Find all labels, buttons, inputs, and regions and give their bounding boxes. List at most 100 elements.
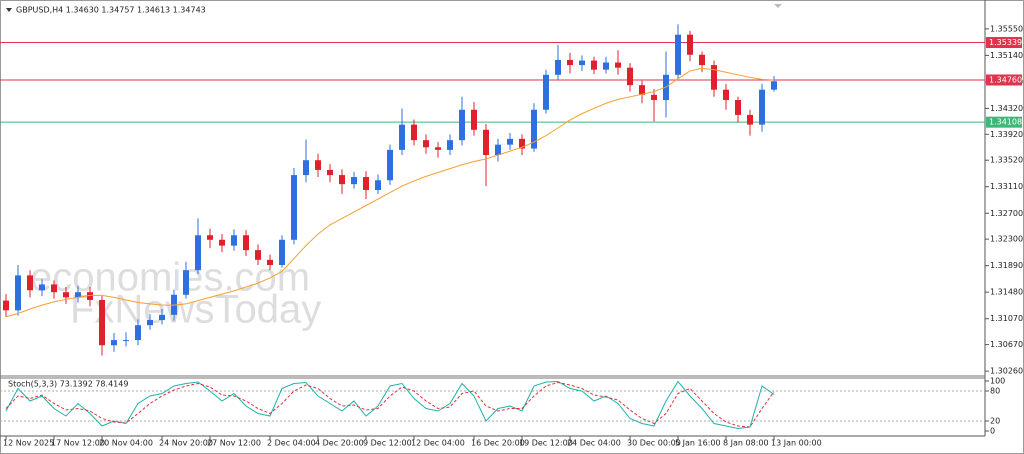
candle-body [411,124,417,141]
y-tick-label: 1.30260 [990,367,1023,376]
candle-body [135,325,141,341]
candle-body [315,160,321,170]
candle-body [159,314,165,321]
candle-body [423,140,429,148]
candle-body [627,67,633,86]
candle-body [735,100,741,115]
candle-body [459,109,465,141]
candle-body [543,74,549,110]
candle-body [27,275,33,291]
y-tick-label: 1.35550 [990,24,1023,33]
x-tick-label: 19 Dec 12:00 [519,439,573,448]
x-tick-label: 2 Dec 04:00 [267,439,316,448]
moving-average [5,67,775,318]
symbol-header: GBPUSD,H4 1.34630 1.34757 1.34613 1.3474… [16,6,206,15]
indicator-line [5,380,775,430]
shift-marker [774,4,782,8]
watermark: FxNewsToday [70,288,321,332]
candle-body [195,235,201,271]
candle-body [399,124,405,150]
y-tick-label: 1.33520 [990,156,1023,165]
x-tick-label: 20 Nov 04:00 [99,439,153,448]
x-tick-label: 30 Dec 00:00 [627,439,681,448]
candle-body [363,177,369,190]
x-tick-label: 9 Dec 12:00 [363,439,412,448]
candle-body [183,270,189,295]
candle-body [75,292,81,298]
y-tick-label: 1.32700 [990,209,1023,218]
x-tick-label: 13 Jan 00:00 [771,439,822,448]
candle-body [111,340,117,346]
x-tick-label: 27 Nov 12:00 [207,439,261,448]
x-tick-label: 8 Jan 08:00 [723,439,769,448]
candle-body [651,94,657,101]
y-tick-label: 1.32300 [990,235,1023,244]
candle-body [63,292,69,298]
candle-body [51,284,57,293]
candle-body [603,62,609,70]
indicator-tick-label: 100 [990,377,1005,386]
indicator-tick-label: 20 [990,417,1000,426]
candle-body [99,299,105,346]
level-label: 1.35339 [989,38,1022,47]
candle-body [435,147,441,150]
candle-body [267,259,273,266]
level-label-box [986,116,1022,128]
x-tick-label: 17 Nov 12:00 [51,439,105,448]
candle-body [351,177,357,185]
candle-body [591,60,597,70]
candle-body [375,180,381,190]
indicator-tick-label: 80 [990,387,1000,396]
candle-body [255,250,261,260]
candle-body [483,129,489,156]
candle-body [387,149,393,181]
level-label: 1.34760 [989,75,1022,84]
candle-body [279,239,285,266]
level-label-box [986,74,1022,86]
candle-body [747,114,753,125]
candle-body [687,34,693,55]
candle-body [327,169,333,176]
candle-body [291,175,297,240]
indicator-title: Stoch(5,3,3) 73.1392 78.4149 [8,380,128,389]
candle-body [339,175,345,185]
candle-body [447,140,453,150]
x-tick-label: 12 Dec 04:00 [411,439,465,448]
candle-body [507,138,513,145]
indicator-tick-label: 0 [990,427,995,436]
candle-body [531,109,537,149]
x-tick-label: 5 Jan 16:00 [675,439,721,448]
x-tick-label: 24 Dec 04:00 [567,439,621,448]
candle-body [231,235,237,246]
candle-body [615,62,621,68]
y-tick-label: 1.35140 [990,51,1023,60]
level-label: 1.34108 [989,118,1022,127]
candle-body [579,60,585,66]
x-tick-label: 4 Dec 20:00 [315,439,364,448]
candle-body [723,89,729,101]
candle-body [771,81,777,90]
candle-body [123,340,129,342]
candle-body [495,144,501,156]
candle-body [303,160,309,176]
candle-body [471,109,477,130]
x-tick-label: 12 Nov 2025 [3,439,54,448]
y-tick-label: 1.33920 [990,130,1023,139]
candle-body [219,239,225,246]
level-label-box [986,37,1022,49]
candle-body [15,275,21,311]
candle-body [567,59,573,66]
candle-body [759,89,765,125]
candle-body [87,292,93,300]
candle-body [3,300,9,311]
candle-body [555,59,561,75]
y-tick-label: 1.30670 [990,340,1023,349]
candle-body [711,65,717,90]
candle-body [675,34,681,75]
x-tick-label: 16 Dec 20:00 [471,439,525,448]
candle-body [39,284,45,291]
candle-body [519,138,525,149]
x-tick-label: 24 Nov 20:00 [159,439,213,448]
